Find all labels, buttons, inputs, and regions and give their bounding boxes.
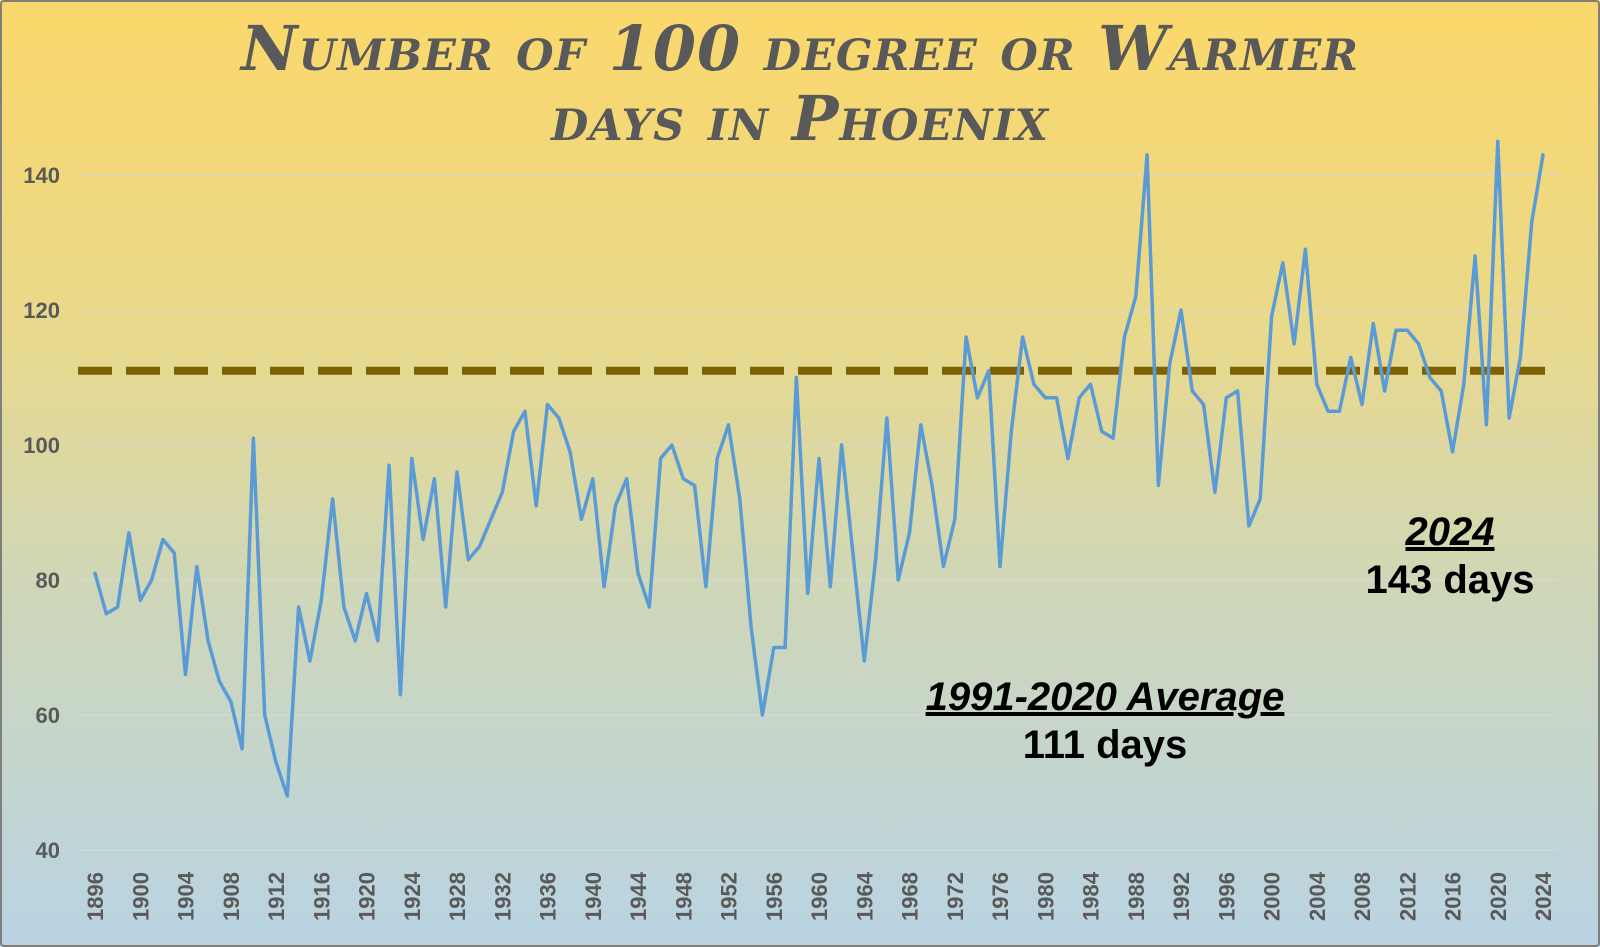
- y-tick-label: 120: [23, 298, 60, 323]
- average-annotation-value: 111 days: [1022, 723, 1188, 767]
- gridlines: [78, 174, 1558, 851]
- x-tick-label: 2000: [1260, 872, 1285, 921]
- x-tick-label: 2008: [1350, 872, 1375, 921]
- x-tick-label: 1900: [128, 872, 153, 921]
- x-tick-label: 1932: [490, 872, 515, 921]
- average-annotation: 1991-2020 Average 111 days: [870, 673, 1340, 769]
- x-tick-label: 1952: [717, 872, 742, 921]
- x-tick-label: 1984: [1079, 871, 1104, 921]
- x-tick-label: 1980: [1033, 872, 1058, 921]
- x-tick-label: 1992: [1169, 872, 1194, 921]
- x-tick-label: 1936: [536, 872, 561, 921]
- x-tick-label: 2024: [1531, 871, 1556, 921]
- chart-title-line-1: Number of 100 degree or Warmer: [240, 12, 1360, 85]
- x-tick-label: 1968: [898, 872, 923, 921]
- y-axis-tick-labels: 40 60 80 100 120 140: [23, 163, 60, 863]
- x-tick-label: 2020: [1486, 872, 1511, 921]
- x-tick-label: 1920: [355, 872, 380, 921]
- x-tick-label: 1896: [83, 872, 108, 921]
- x-tick-label: 1960: [807, 872, 832, 921]
- x-axis-tick-labels: 1896 1900 1904 1908 1912 1916 1920 1924 1928 1932…: [83, 871, 1556, 921]
- chart-title: Number of 100 degree or Warmer days in P…: [0, 14, 1600, 154]
- series-line: [93, 139, 1545, 798]
- x-tick-label: 1972: [943, 872, 968, 921]
- x-tick-label: 1988: [1124, 872, 1149, 921]
- latest-year-annotation-value: 143 days: [1365, 558, 1535, 602]
- x-tick-label: 1944: [626, 871, 651, 921]
- latest-year-annotation: 2024 143 days: [1330, 508, 1570, 604]
- x-tick-label: 2012: [1395, 872, 1420, 921]
- y-tick-label: 60: [36, 703, 60, 728]
- x-tick-label: 1964: [852, 871, 877, 921]
- x-tick-label: 1916: [309, 872, 334, 921]
- x-tick-label: 1948: [671, 872, 696, 921]
- x-tick-label: 1976: [988, 872, 1013, 921]
- x-tick-label: 2016: [1441, 872, 1466, 921]
- y-tick-label: 80: [36, 568, 60, 593]
- y-tick-label: 40: [36, 838, 60, 863]
- x-tick-label: 1956: [762, 872, 787, 921]
- y-tick-label: 100: [23, 433, 60, 458]
- chart-title-line-2: days in Phoenix: [550, 82, 1050, 155]
- x-tick-label: 2004: [1305, 871, 1330, 921]
- x-tick-label: 1904: [174, 871, 199, 921]
- latest-year-annotation-heading: 2024: [1405, 510, 1495, 554]
- average-annotation-heading: 1991-2020 Average: [925, 675, 1285, 719]
- x-tick-label: 1908: [219, 872, 244, 921]
- x-tick-label: 1928: [445, 872, 470, 921]
- y-tick-label: 140: [23, 163, 60, 188]
- x-tick-label: 1996: [1214, 872, 1239, 921]
- x-tick-label: 1912: [264, 872, 289, 921]
- x-tick-label: 1940: [581, 872, 606, 921]
- series-polyline: [93, 139, 1545, 798]
- x-tick-label: 1924: [400, 871, 425, 921]
